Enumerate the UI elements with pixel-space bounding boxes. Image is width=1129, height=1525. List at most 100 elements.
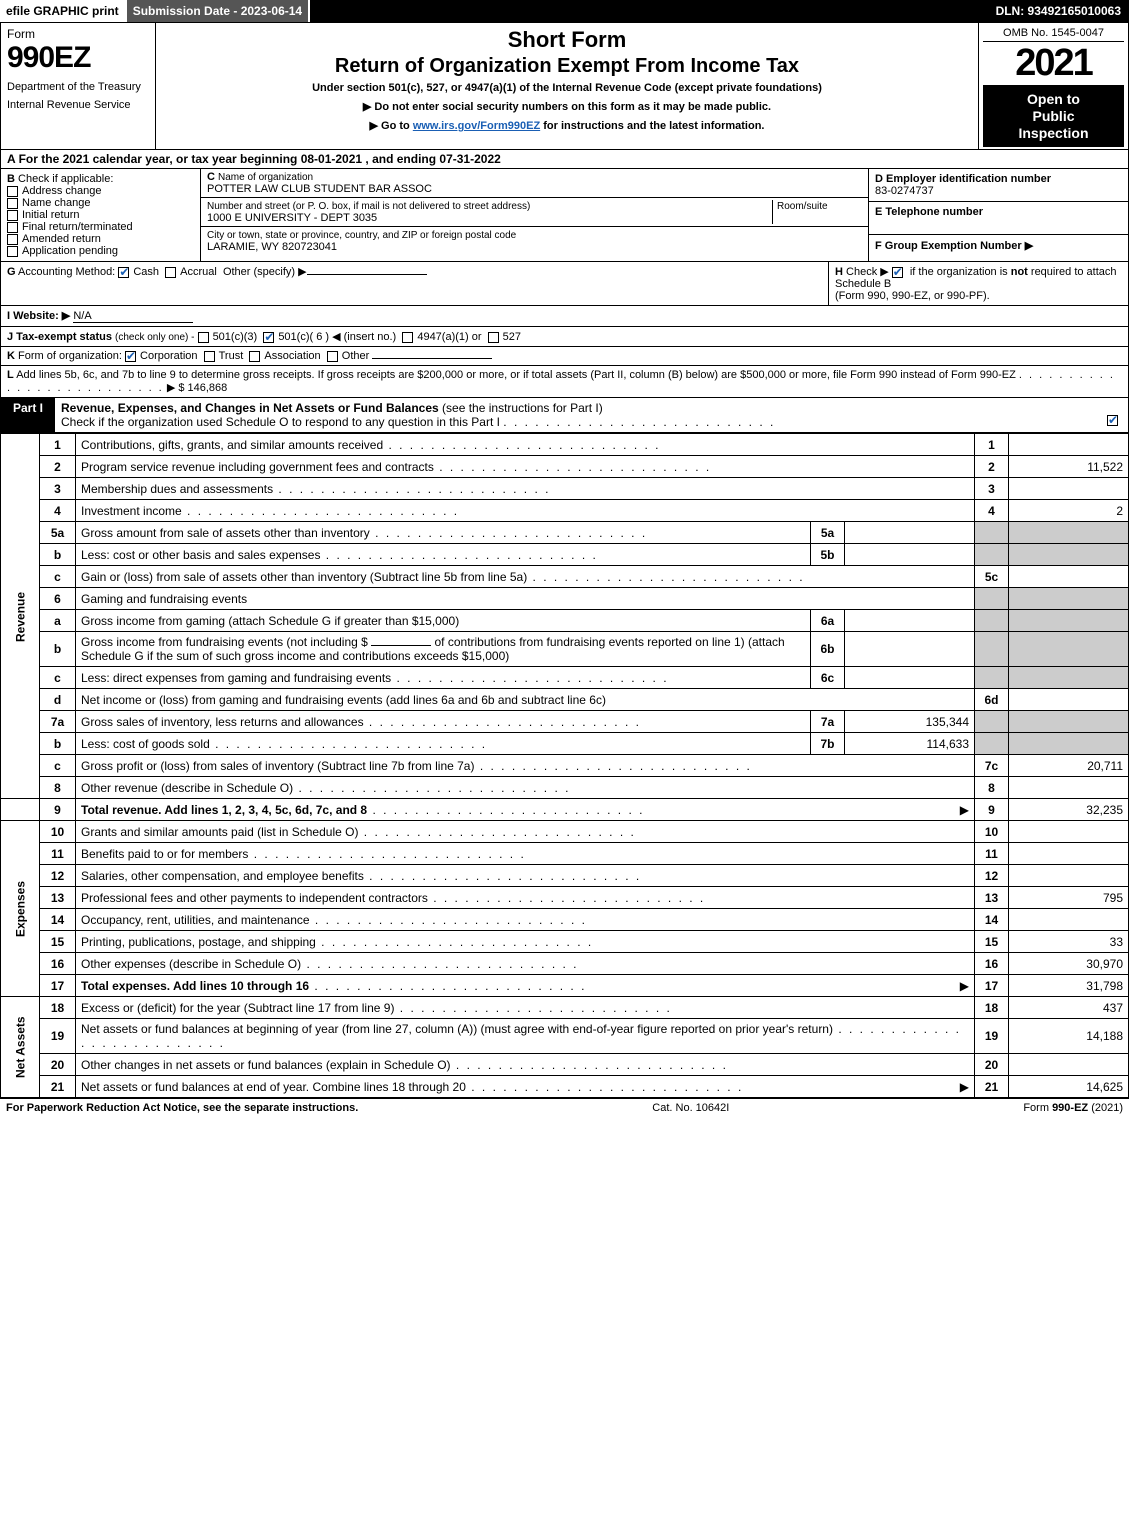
k-corp: Corporation	[140, 350, 197, 362]
header-left: Form 990EZ Department of the Treasury In…	[1, 23, 156, 150]
line-3-amount	[1009, 478, 1129, 500]
line-20: 20 Other changes in net assets or fund b…	[1, 1054, 1129, 1076]
dots	[394, 1001, 671, 1015]
line-13-amount: 795	[1009, 887, 1129, 909]
checkbox-icon[interactable]	[7, 222, 18, 233]
line-5b: b Less: cost or other basis and sales ex…	[1, 544, 1129, 566]
page-footer: For Paperwork Reduction Act Notice, see …	[0, 1098, 1129, 1117]
line-5c-desc-text: Gain or (loss) from sale of assets other…	[81, 570, 527, 584]
line-6c-num: c	[40, 667, 76, 689]
checkbox-icon[interactable]	[7, 198, 18, 209]
checkbox-schedule-o-icon[interactable]	[1107, 415, 1118, 426]
netassets-side-label: Net Assets	[1, 997, 40, 1098]
line-17-col: 17	[975, 975, 1009, 997]
line-11-desc-text: Benefits paid to or for members	[81, 847, 248, 861]
b-item-2: Initial return	[7, 209, 194, 221]
checkbox-501c-icon[interactable]	[263, 332, 274, 343]
website-value: N/A	[73, 310, 193, 323]
dots	[248, 847, 525, 861]
b-text: Check if applicable:	[18, 173, 113, 185]
line-5a-subnum: 5a	[811, 522, 845, 544]
i-label: I Website: ▶	[7, 310, 70, 322]
line-6d: d Net income or (loss) from gaming and f…	[1, 689, 1129, 711]
line-20-num: 20	[40, 1054, 76, 1076]
line-15-desc-text: Printing, publications, postage, and shi…	[81, 935, 316, 949]
part1-note: (see the instructions for Part I)	[442, 401, 603, 415]
line-6b-desc: Gross income from fundraising events (no…	[76, 632, 811, 667]
line-7b: b Less: cost of goods sold 7b 114,633	[1, 733, 1129, 755]
dots	[320, 548, 597, 562]
line-5a: 5a Gross amount from sale of assets othe…	[1, 522, 1129, 544]
checkbox-icon[interactable]	[7, 246, 18, 257]
checkbox-icon[interactable]	[7, 234, 18, 245]
line-6c-desc-text: Less: direct expenses from gaming and fu…	[81, 671, 391, 685]
f-group-row: F Group Exemption Number ▶	[869, 235, 1128, 256]
checkbox-501c3-icon[interactable]	[198, 332, 209, 343]
line-6b-num: b	[40, 632, 76, 667]
dots	[364, 715, 641, 729]
checkbox-icon[interactable]	[7, 210, 18, 221]
e-phone-row: E Telephone number	[869, 202, 1128, 235]
line-7b-desc-text: Less: cost of goods sold	[81, 737, 210, 751]
line-8: 8 Other revenue (describe in Schedule O)…	[1, 777, 1129, 799]
line-6c-desc: Less: direct expenses from gaming and fu…	[76, 667, 811, 689]
line-19: 19 Net assets or fund balances at beginn…	[1, 1019, 1129, 1054]
line-16: 16 Other expenses (describe in Schedule …	[1, 953, 1129, 975]
checkbox-corp-icon[interactable]	[125, 351, 136, 362]
line-19-num: 19	[40, 1019, 76, 1054]
arrow-icon: ▶	[960, 979, 969, 993]
checkbox-4947-icon[interactable]	[402, 332, 413, 343]
dots	[383, 438, 660, 452]
line-15: 15 Printing, publications, postage, and …	[1, 931, 1129, 953]
checkbox-accrual-icon[interactable]	[165, 267, 176, 278]
line-6a-subval	[845, 610, 975, 632]
line-1-amount	[1009, 434, 1129, 456]
h-text2: if the organization is	[910, 266, 1011, 278]
line-6-num: 6	[40, 588, 76, 610]
line-7c: c Gross profit or (loss) from sales of i…	[1, 755, 1129, 777]
line-9: 9 Total revenue. Add lines 1, 2, 3, 4, 5…	[1, 799, 1129, 821]
line-2: 2 Program service revenue including gove…	[1, 456, 1129, 478]
checkbox-other-icon[interactable]	[327, 351, 338, 362]
lines-table: Revenue 1 Contributions, gifts, grants, …	[0, 433, 1129, 1098]
c-label: C	[207, 171, 215, 183]
g-label: G	[7, 266, 16, 278]
checkbox-assoc-icon[interactable]	[249, 351, 260, 362]
line-4-col: 4	[975, 500, 1009, 522]
line-4-num: 4	[40, 500, 76, 522]
dots	[503, 415, 775, 429]
irs-link[interactable]: www.irs.gov/Form990EZ	[413, 120, 540, 132]
checkbox-trust-icon[interactable]	[204, 351, 215, 362]
checkbox-h-icon[interactable]	[892, 267, 903, 278]
open-to-public-box: Open to Public Inspection	[983, 85, 1124, 147]
checkbox-icon[interactable]	[7, 186, 18, 197]
dots	[474, 759, 751, 773]
line-2-amount: 11,522	[1009, 456, 1129, 478]
submission-date-label: Submission Date - 2023-06-14	[127, 0, 310, 22]
line-6a: a Gross income from gaming (attach Sched…	[1, 610, 1129, 632]
efile-print-label[interactable]: efile GRAPHIC print	[0, 0, 127, 22]
line-17: 17 Total expenses. Add lines 10 through …	[1, 975, 1129, 997]
line-10-col: 10	[975, 821, 1009, 843]
footer-right: Form 990-EZ (2021)	[1023, 1102, 1123, 1114]
line-10-desc-text: Grants and similar amounts paid (list in…	[81, 825, 358, 839]
line-20-desc-text: Other changes in net assets or fund bala…	[81, 1058, 451, 1072]
footer-right-pre: Form	[1023, 1102, 1052, 1114]
line-6c: c Less: direct expenses from gaming and …	[1, 667, 1129, 689]
line-7a: 7a Gross sales of inventory, less return…	[1, 711, 1129, 733]
d-ein-row: D Employer identification number 83-0274…	[869, 169, 1128, 202]
line-14: 14 Occupancy, rent, utilities, and maint…	[1, 909, 1129, 931]
checkbox-527-icon[interactable]	[488, 332, 499, 343]
checkbox-cash-icon[interactable]	[118, 267, 129, 278]
shade-cell	[975, 667, 1009, 689]
line-1-col: 1	[975, 434, 1009, 456]
dots	[358, 825, 635, 839]
j-o1: 501(c)(3)	[213, 331, 258, 343]
open-line3: Inspection	[987, 125, 1120, 142]
line-5a-desc: Gross amount from sale of assets other t…	[76, 522, 811, 544]
j-note: (check only one) -	[115, 332, 194, 343]
line-10-amount	[1009, 821, 1129, 843]
line-15-desc: Printing, publications, postage, and shi…	[76, 931, 975, 953]
dots	[309, 979, 586, 993]
footer-right-form: 990-EZ	[1052, 1102, 1088, 1114]
